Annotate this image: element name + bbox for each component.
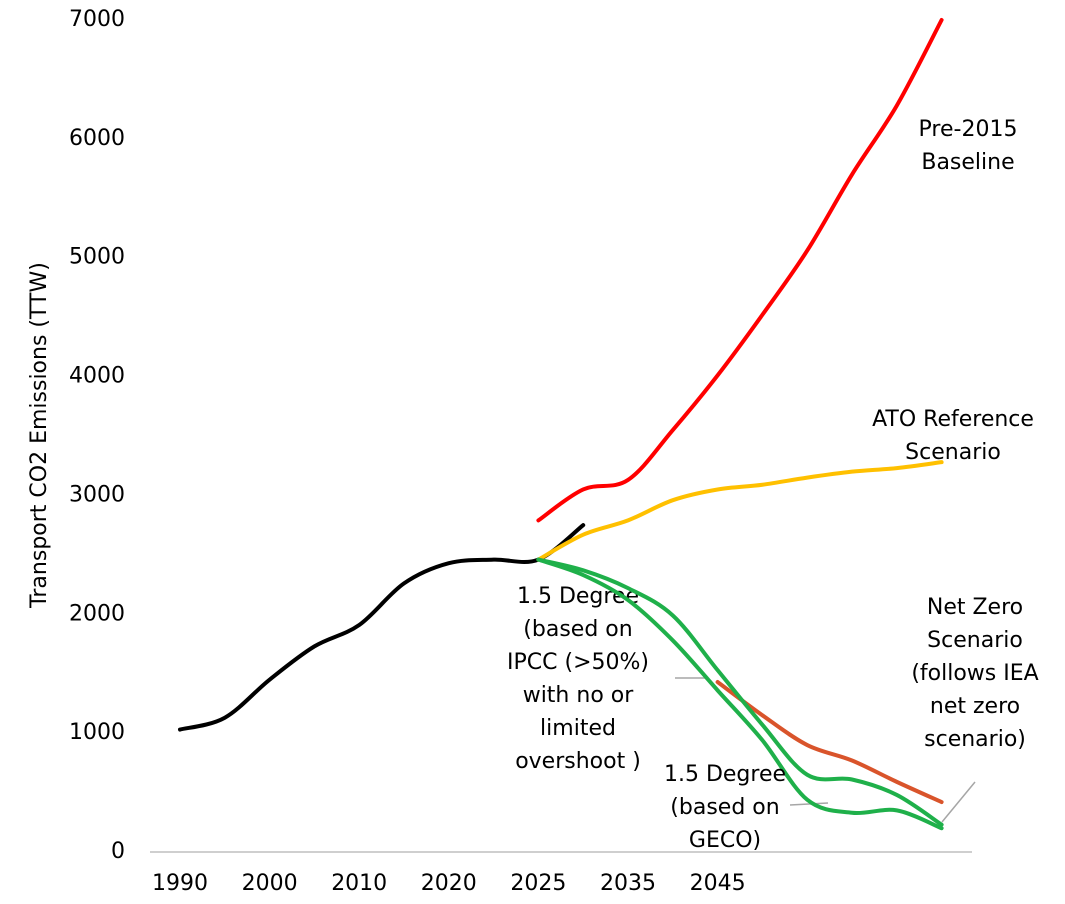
y-tick-label: 3000 bbox=[69, 482, 125, 507]
y-tick-label: 2000 bbox=[69, 601, 125, 626]
y-tick-label: 7000 bbox=[69, 7, 125, 32]
series-label: ATO Reference Scenario bbox=[872, 407, 1034, 465]
y-tick-label: 0 bbox=[111, 839, 125, 864]
y-tick-label: 6000 bbox=[69, 126, 125, 151]
leader-line bbox=[941, 781, 976, 823]
series-label: 1.5 Degree (based on GECO) bbox=[664, 762, 786, 853]
x-tick-label: 2045 bbox=[690, 871, 746, 896]
series-label: Net Zero Scenario (follows IEA net zero scen… bbox=[911, 595, 1038, 752]
series-line bbox=[536, 18, 944, 523]
y-tick-label: 1000 bbox=[69, 720, 125, 745]
series-line bbox=[536, 557, 944, 831]
x-tick-label: 2010 bbox=[331, 871, 387, 896]
x-tick-label: 2020 bbox=[421, 871, 477, 896]
x-tick-label: 2000 bbox=[242, 871, 298, 896]
series-line bbox=[536, 460, 944, 562]
y-tick-label: 4000 bbox=[69, 364, 125, 389]
series-line bbox=[178, 523, 586, 732]
series-label: 1.5 Degree (based on IPCC (>50%) with no or… bbox=[507, 584, 649, 774]
x-tick-label: 1990 bbox=[152, 871, 208, 896]
y-tick-label: 5000 bbox=[69, 245, 125, 270]
leader-line bbox=[789, 802, 829, 806]
series-label: Pre-2015 Baseline bbox=[919, 117, 1018, 175]
x-tick-label: 2025 bbox=[510, 871, 566, 896]
series-line bbox=[536, 557, 944, 827]
x-tick-label: 2035 bbox=[600, 871, 656, 896]
series-line bbox=[715, 680, 944, 805]
y-axis-title: Transport CO2 Emissions (TTW) bbox=[27, 262, 52, 609]
